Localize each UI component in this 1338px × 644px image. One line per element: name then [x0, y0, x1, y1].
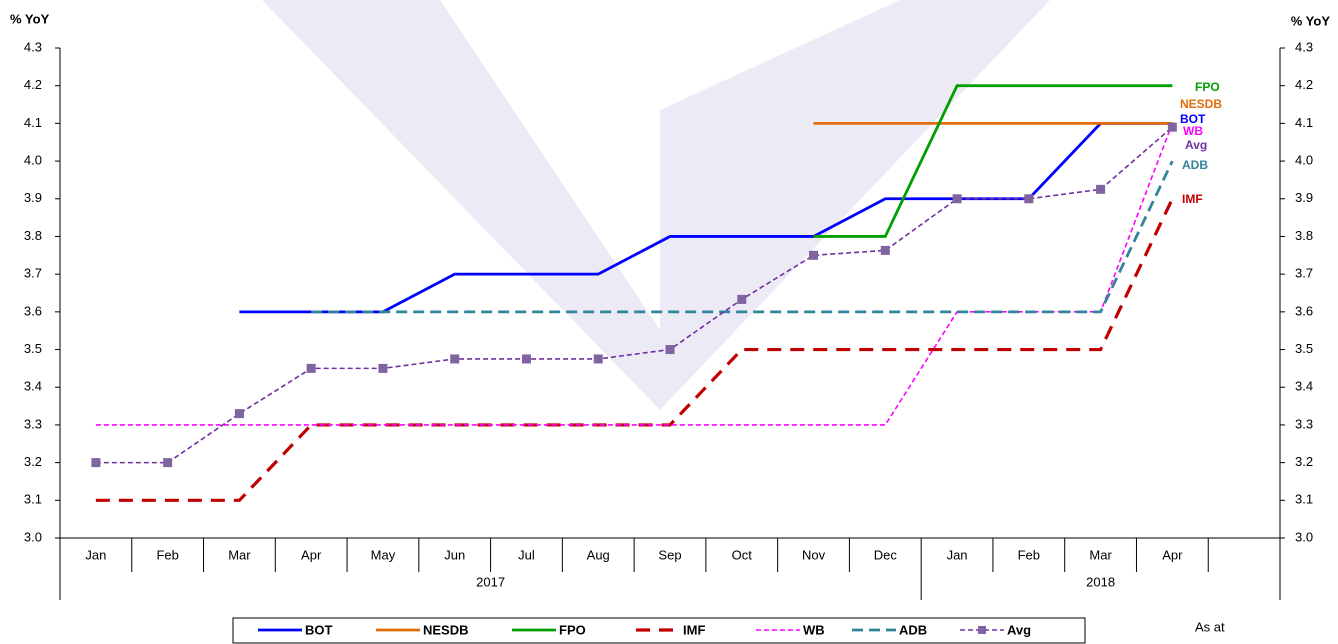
y2-tick-label: 3.0	[1295, 529, 1313, 544]
y2-tick-label: 3.9	[1295, 190, 1313, 205]
series-marker	[306, 363, 316, 373]
y-tick-label: 3.8	[24, 228, 42, 243]
y2-tick-label: 4.0	[1295, 153, 1313, 168]
x-tick-label: Apr	[1162, 547, 1183, 562]
series-marker	[521, 354, 531, 364]
x-tick-label: Jul	[518, 547, 535, 562]
y-tick-label: 3.2	[24, 454, 42, 469]
y2-tick-label: 3.6	[1295, 303, 1313, 318]
x-tick-label: Aug	[587, 547, 610, 562]
series-marker	[880, 245, 890, 255]
series-marker	[378, 363, 388, 373]
series-line	[95, 198, 1174, 502]
y2-tick-label: 4.3	[1295, 39, 1313, 54]
legend-label: ADB	[899, 622, 927, 637]
series-end-label: FPO	[1195, 80, 1220, 94]
series-marker	[91, 458, 101, 468]
y2-axis-label: % YoY	[1291, 13, 1331, 28]
y2-tick-label: 4.2	[1295, 77, 1313, 92]
y-tick-label: 3.3	[24, 416, 42, 431]
x-tick-label: Jan	[947, 547, 968, 562]
series-line	[311, 160, 1174, 314]
x-tick-label: Nov	[802, 547, 826, 562]
x-tick-label: Oct	[732, 547, 753, 562]
legend-label: Avg	[1007, 622, 1031, 637]
series-marker	[593, 354, 603, 364]
y-tick-label: 3.9	[24, 190, 42, 205]
series-line	[95, 126, 1173, 464]
x-tick-label: Apr	[301, 547, 322, 562]
series-marker	[737, 294, 747, 304]
y-tick-label: 3.1	[24, 492, 42, 507]
series-line	[95, 123, 1174, 426]
x-tick-label: Jan	[85, 547, 106, 562]
series-marker	[665, 345, 675, 355]
x-tick-label: Mar	[1089, 547, 1112, 562]
y2-tick-label: 3.3	[1295, 416, 1313, 431]
y2-tick-label: 3.1	[1295, 492, 1313, 507]
x-group-label: 2018	[1086, 574, 1115, 589]
series-marker	[809, 250, 819, 260]
series-end-label: WB	[1183, 124, 1203, 138]
x-tick-label: Sep	[658, 547, 681, 562]
series-marker	[234, 409, 244, 419]
y2-tick-label: 3.5	[1295, 341, 1313, 356]
y-axis-label: % YoY	[10, 11, 50, 26]
y-tick-label: 4.0	[24, 153, 42, 168]
watermark-right	[660, 0, 1050, 410]
legend-label: WB	[803, 622, 825, 637]
series-marker	[163, 458, 173, 468]
x-tick-label: Feb	[1018, 547, 1040, 562]
y2-tick-label: 3.4	[1295, 379, 1313, 394]
legend-label: NESDB	[423, 622, 469, 637]
series-end-label: NESDB	[1180, 97, 1222, 111]
x-tick-label: May	[371, 547, 396, 562]
y-tick-label: 4.2	[24, 77, 42, 92]
series-end-label: IMF	[1182, 192, 1203, 206]
y-tick-label: 3.6	[24, 303, 42, 318]
x-tick-label: Jun	[444, 547, 465, 562]
series-end-label: BOT	[1180, 112, 1206, 126]
watermark-left	[262, 0, 660, 410]
watermark	[262, 0, 1050, 410]
series-marker	[1024, 194, 1034, 204]
y2-tick-label: 3.7	[1295, 266, 1313, 281]
x-tick-label: Feb	[156, 547, 178, 562]
series-end-label: ADB	[1182, 158, 1208, 172]
legend-marker	[978, 626, 986, 634]
note: As at	[1195, 619, 1225, 634]
series-marker	[450, 354, 460, 364]
series-end-label: Avg	[1185, 138, 1207, 152]
legend-label: FPO	[559, 622, 586, 637]
y-tick-label: 3.5	[24, 341, 42, 356]
x-tick-label: Dec	[874, 547, 898, 562]
y2-tick-label: 3.8	[1295, 228, 1313, 243]
x-tick-label: Mar	[228, 547, 251, 562]
y2-tick-label: 3.2	[1295, 454, 1313, 469]
y-tick-label: 4.1	[24, 115, 42, 130]
series-marker	[1096, 184, 1106, 194]
legend-label: BOT	[305, 622, 333, 637]
x-group-label: 2017	[476, 574, 505, 589]
series-marker	[1167, 122, 1177, 132]
y-tick-label: 4.3	[24, 39, 42, 54]
y-tick-label: 3.7	[24, 266, 42, 281]
series-marker	[952, 194, 962, 204]
y-tick-label: 3.0	[24, 529, 42, 544]
y2-tick-label: 4.1	[1295, 115, 1313, 130]
legend-label: IMF	[683, 622, 705, 637]
y-tick-label: 3.4	[24, 379, 42, 394]
series-line	[813, 84, 1173, 238]
